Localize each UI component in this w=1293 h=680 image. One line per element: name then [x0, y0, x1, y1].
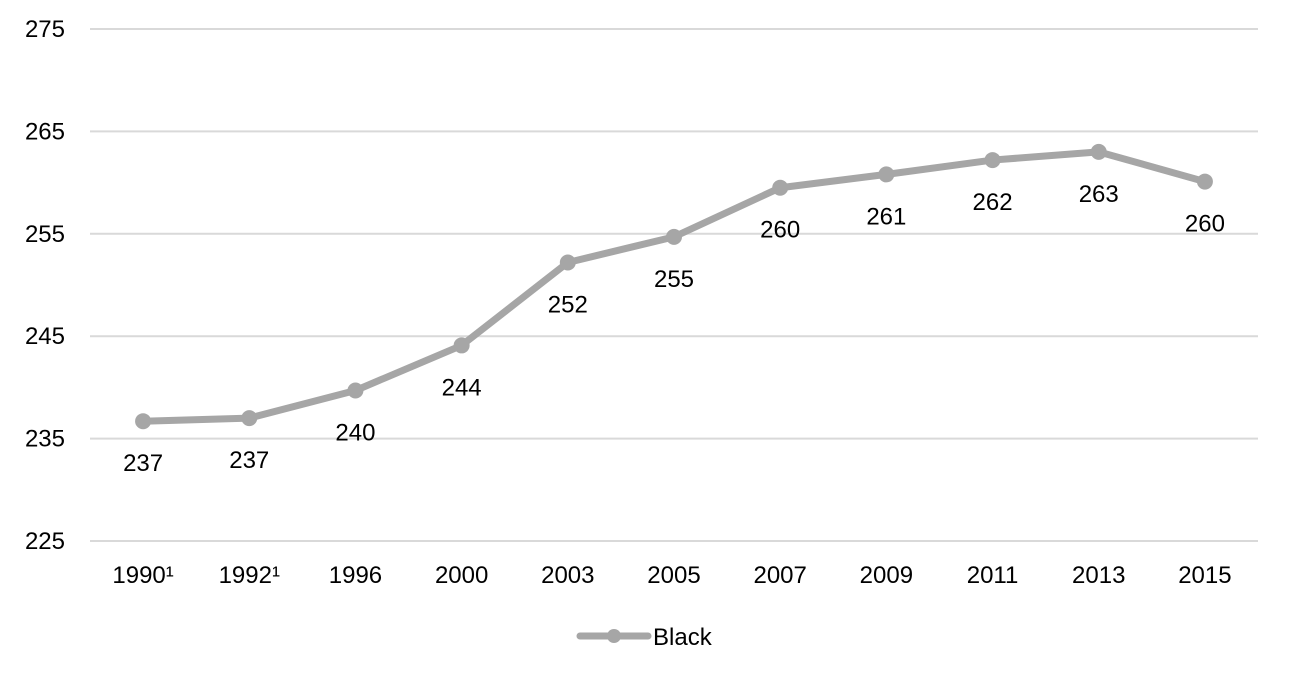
data-label: 255	[654, 266, 694, 293]
y-tick-label: 265	[25, 118, 65, 145]
data-point	[772, 179, 789, 196]
data-point	[241, 410, 258, 427]
legend-point-marker	[607, 629, 621, 643]
data-label: 260	[1185, 211, 1225, 238]
data-label: 240	[335, 419, 375, 446]
data-point	[347, 382, 364, 399]
x-tick-label: 1992¹	[219, 562, 280, 589]
x-tick-label: 1990¹	[112, 562, 173, 589]
data-label: 237	[123, 450, 163, 477]
data-point	[666, 228, 682, 245]
x-tick-label: 2011	[967, 562, 1019, 589]
data-point	[878, 166, 895, 183]
data-label: 262	[973, 189, 1013, 216]
series-black	[135, 143, 1213, 430]
gridlines	[90, 28, 1258, 542]
legend: Black	[576, 624, 713, 651]
data-point	[559, 254, 576, 271]
y-tick-label: 225	[25, 528, 65, 555]
data-labels: 237 237 240 244 252 255 260 261 262 263 260	[123, 181, 1225, 477]
data-label: 252	[548, 291, 588, 318]
data-label: 244	[442, 374, 482, 401]
x-tick-label: 2007	[753, 562, 806, 589]
x-tick-label: 2015	[1178, 562, 1231, 589]
data-label: 237	[229, 447, 269, 474]
x-tick-label: 1996	[329, 562, 382, 589]
data-point	[1090, 143, 1107, 160]
y-tick-label: 245	[25, 323, 65, 350]
y-tick-label: 255	[25, 221, 65, 248]
x-tick-label: 2009	[860, 562, 913, 589]
data-point	[453, 337, 470, 354]
x-tick-label: 2005	[647, 562, 700, 589]
data-label: 261	[866, 203, 906, 230]
data-label: 263	[1079, 181, 1119, 208]
x-tick-label: 2003	[541, 562, 594, 589]
data-point	[1196, 173, 1213, 190]
x-axis-ticks: 1990¹ 1992¹ 1996 2000 2003 2005 2007 2009 2011 20…	[112, 562, 1231, 589]
x-tick-label: 2000	[435, 562, 488, 589]
y-tick-label: 275	[25, 16, 65, 43]
y-tick-label: 235	[25, 426, 65, 453]
legend-label-black: Black	[653, 624, 713, 651]
x-tick-label: 2013	[1072, 562, 1125, 589]
data-point	[135, 413, 152, 430]
data-point	[984, 152, 1001, 169]
data-label: 260	[760, 217, 800, 244]
y-axis-ticks: 225 235 245 255 265 275	[25, 16, 65, 555]
